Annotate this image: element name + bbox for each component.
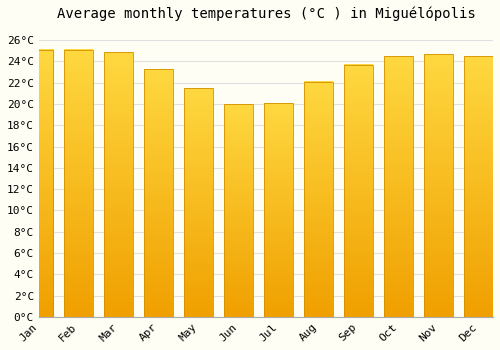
- Bar: [104, 52, 133, 317]
- Bar: [264, 103, 293, 317]
- Bar: [144, 69, 173, 317]
- Bar: [424, 54, 453, 317]
- Bar: [344, 65, 373, 317]
- Bar: [304, 82, 333, 317]
- Bar: [464, 56, 493, 317]
- Bar: [184, 88, 213, 317]
- Title: Average monthly temperatures (°C ) in Miguélópolis: Average monthly temperatures (°C ) in Mi…: [56, 7, 476, 21]
- Bar: [224, 104, 253, 317]
- Bar: [24, 50, 53, 317]
- Bar: [384, 56, 413, 317]
- Bar: [64, 50, 93, 317]
